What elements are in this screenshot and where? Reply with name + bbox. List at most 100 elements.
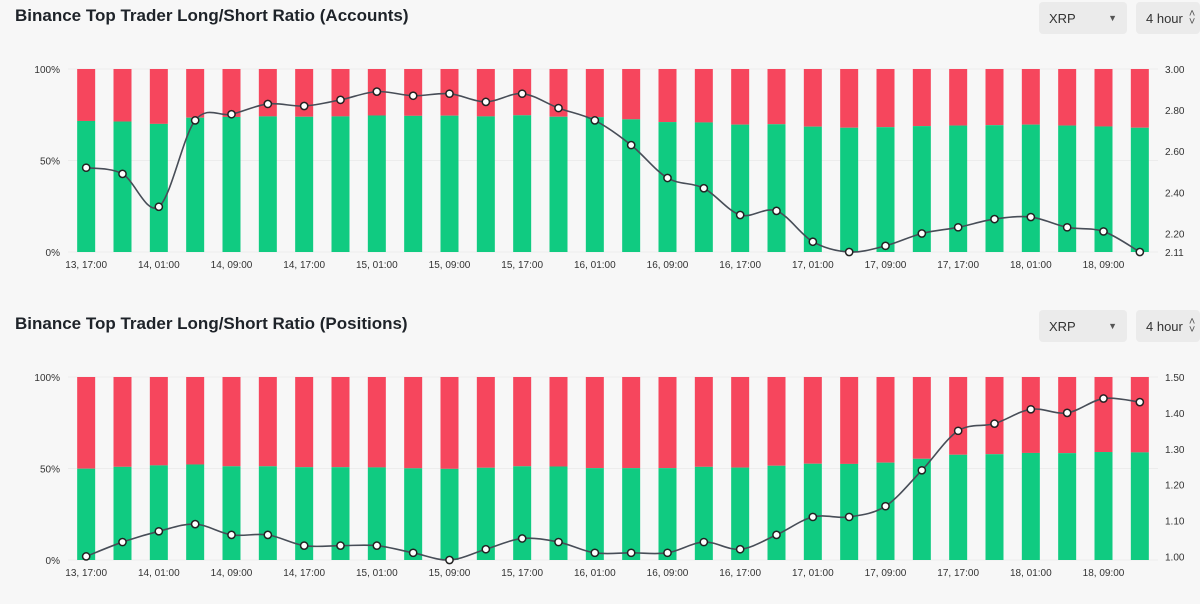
long-bar <box>258 466 277 560</box>
ratio-point <box>445 89 454 99</box>
long-bar <box>149 123 168 253</box>
interval-select[interactable]: 4 hour ˄ ˅ <box>1136 2 1200 34</box>
ratio-point <box>517 534 527 543</box>
ratio-point <box>808 512 818 522</box>
right-axis-tick: 1.40 <box>1165 409 1185 420</box>
short-bar <box>549 69 568 117</box>
x-axis-tick: 14, 17:00 <box>283 260 325 271</box>
short-bar <box>949 377 968 455</box>
short-bar <box>912 69 931 127</box>
x-axis-tick: 15, 09:00 <box>429 568 471 579</box>
long-bar <box>222 466 241 560</box>
short-bar <box>1058 69 1077 126</box>
long-bar <box>113 466 132 560</box>
right-axis-tick: 1.00 <box>1165 552 1185 563</box>
long-bar <box>295 116 314 252</box>
short-bar <box>1021 69 1040 125</box>
long-bar <box>1130 452 1149 560</box>
ratio-point <box>1135 247 1145 257</box>
long-bar <box>949 454 968 560</box>
long-bar <box>367 115 386 253</box>
long-bar <box>985 125 1004 252</box>
short-bar <box>622 377 641 469</box>
long-bar <box>694 466 713 560</box>
short-bar <box>840 377 859 464</box>
ratio-point <box>917 229 927 238</box>
short-bar <box>731 377 750 468</box>
x-axis-tick: 14, 17:00 <box>283 568 325 579</box>
ratio-point <box>990 214 999 224</box>
long-bar <box>1021 452 1040 560</box>
short-bar <box>367 377 386 468</box>
short-bar <box>77 377 96 469</box>
long-bar <box>549 116 568 252</box>
interval-select[interactable]: 4 hour ˄ ˅ <box>1136 310 1200 342</box>
short-bar <box>258 377 277 467</box>
ratio-point <box>699 183 709 193</box>
short-bar <box>295 377 314 468</box>
short-bar <box>186 377 205 465</box>
panel-title: Binance Top Trader Long/Short Ratio (Acc… <box>15 6 409 25</box>
long-bar <box>440 115 459 252</box>
long-bar <box>840 463 859 560</box>
ratio-point <box>881 241 890 251</box>
x-axis-tick: 16, 09:00 <box>647 568 689 579</box>
short-bar <box>767 69 786 125</box>
long-bar <box>513 115 532 252</box>
interval-select-value: 4 hour <box>1146 10 1183 26</box>
short-bar <box>985 69 1004 126</box>
short-bar <box>149 377 168 466</box>
ratio-point <box>81 552 91 561</box>
short-bar <box>912 377 931 459</box>
interval-select-value: 4 hour <box>1146 318 1183 334</box>
ratio-point <box>1062 222 1072 232</box>
x-axis-tick: 18, 01:00 <box>1010 260 1052 271</box>
right-axis-tick: 2.80 <box>1165 106 1185 117</box>
long-bar <box>404 115 423 253</box>
short-bar <box>767 377 786 466</box>
ratio-point <box>81 163 91 173</box>
long-bar <box>295 467 314 560</box>
long-bar <box>77 120 96 252</box>
short-bar <box>222 69 241 117</box>
ratio-point <box>663 548 672 558</box>
short-bar <box>803 377 822 464</box>
ratio-point <box>118 169 127 179</box>
ratio-point <box>1026 212 1036 222</box>
ratio-point <box>953 426 963 436</box>
x-axis-tick: 17, 09:00 <box>865 568 907 579</box>
short-bar <box>476 377 495 468</box>
ratio-point <box>372 541 382 550</box>
long-bar <box>331 467 350 560</box>
long-bar <box>912 458 931 560</box>
long-bar <box>1130 127 1149 252</box>
long-bar <box>549 466 568 560</box>
long-bar <box>949 125 968 252</box>
x-axis-tick: 14, 01:00 <box>138 260 180 271</box>
long-bar <box>731 124 750 252</box>
ratio-point <box>772 206 781 216</box>
ratio-line <box>85 397 1140 561</box>
symbol-select[interactable]: XRP ▼ <box>1039 310 1127 342</box>
symbol-select[interactable]: XRP ▼ <box>1039 2 1127 34</box>
ratio-point <box>336 95 345 105</box>
short-bar <box>149 69 168 124</box>
short-bar <box>476 69 495 117</box>
long-bar <box>513 466 532 560</box>
ratio-point <box>735 210 745 220</box>
long-bar <box>876 127 895 252</box>
long-bar <box>912 126 931 252</box>
right-axis-tick: 2.20 <box>1165 229 1185 240</box>
ratio-point <box>917 465 927 475</box>
long-bar <box>585 468 604 560</box>
accounts-chart: 0% 50% 100% 2.11 2.20 2.40 2.60 2.80 3.00 13, 17:… <box>34 65 1185 271</box>
ratio-point <box>953 222 963 232</box>
short-bar <box>876 69 895 128</box>
positions-panel: Binance Top Trader Long/Short Ratio (Pos… <box>0 308 1200 604</box>
x-axis-tick: 16, 01:00 <box>574 260 616 271</box>
short-bar <box>622 69 641 120</box>
ratio-point <box>408 91 418 101</box>
left-axis-tick: 100% <box>34 65 60 76</box>
short-bar <box>1021 377 1040 453</box>
ratio-point <box>154 526 164 536</box>
